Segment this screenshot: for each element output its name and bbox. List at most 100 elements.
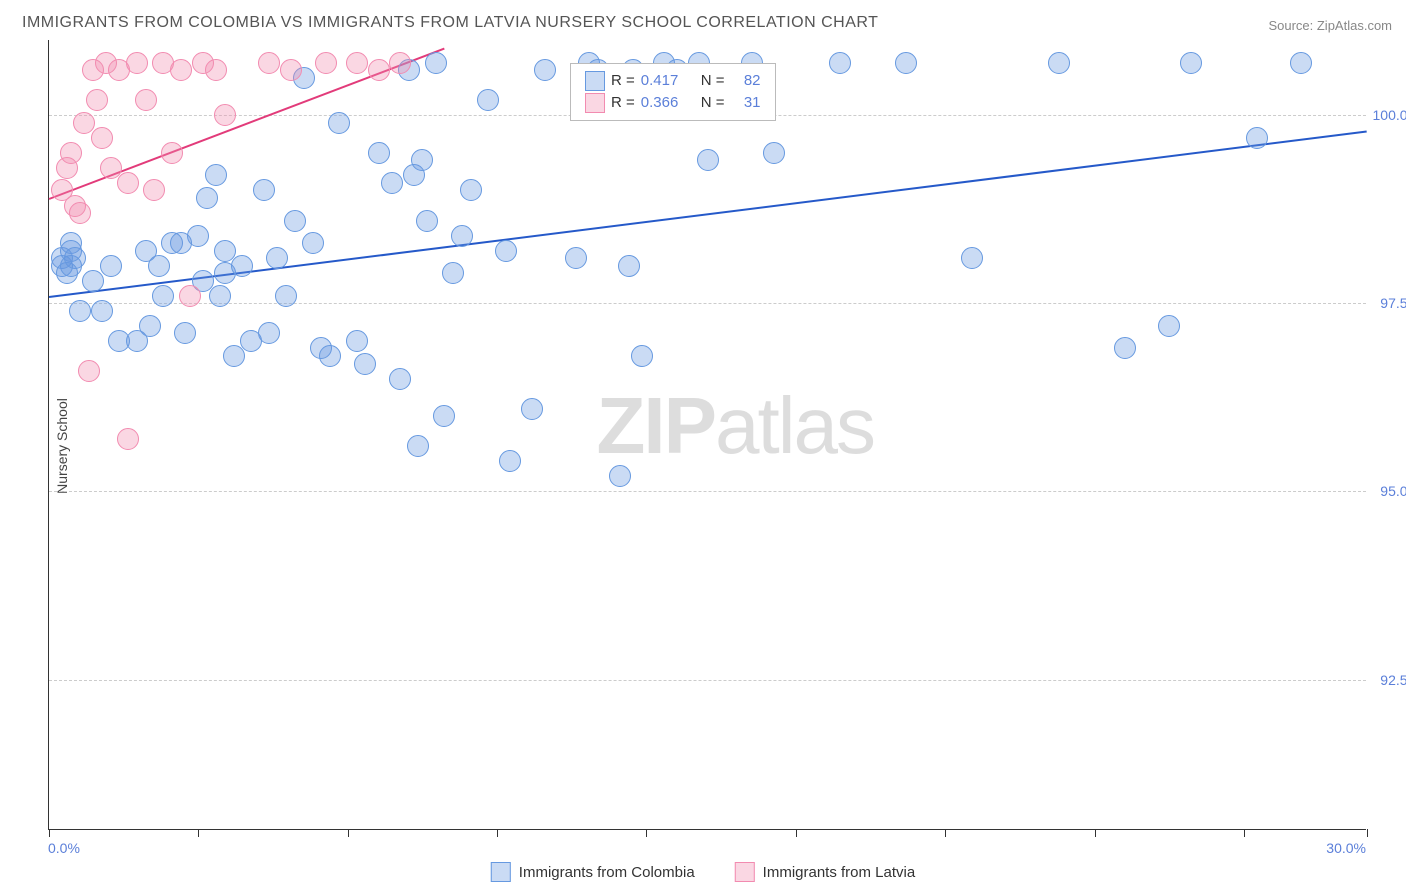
data-point — [961, 247, 983, 269]
data-point — [425, 52, 447, 74]
data-point — [618, 255, 640, 277]
data-point — [135, 89, 157, 111]
data-point — [495, 240, 517, 262]
data-point — [91, 127, 113, 149]
legend-swatch — [585, 71, 605, 91]
ytick-label: 92.5% — [1380, 672, 1406, 688]
legend-row: R = 0.417 N = 82 — [585, 70, 761, 92]
data-point — [82, 270, 104, 292]
data-point — [284, 210, 306, 232]
data-point — [275, 285, 297, 307]
data-point — [174, 322, 196, 344]
data-point — [139, 315, 161, 337]
xtick — [1095, 829, 1096, 837]
data-point — [126, 52, 148, 74]
data-point — [258, 322, 280, 344]
n-value: 82 — [731, 70, 761, 92]
data-point — [697, 149, 719, 171]
data-point — [170, 59, 192, 81]
data-point — [64, 247, 86, 269]
data-point — [1048, 52, 1070, 74]
data-point — [381, 172, 403, 194]
correlation-legend: R = 0.417 N = 82R = 0.366 N = 31 — [570, 63, 776, 121]
series-legend: Immigrants from Colombia Immigrants from … — [491, 862, 915, 882]
data-point — [521, 398, 543, 420]
data-point — [231, 255, 253, 277]
xtick — [646, 829, 647, 837]
data-point — [258, 52, 280, 74]
data-point — [346, 330, 368, 352]
data-point — [302, 232, 324, 254]
watermark-bold: ZIP — [597, 380, 715, 469]
data-point — [328, 112, 350, 134]
ytick-label: 100.0% — [1373, 107, 1406, 123]
data-point — [143, 179, 165, 201]
data-point — [117, 172, 139, 194]
data-point — [86, 89, 108, 111]
data-point — [280, 59, 302, 81]
data-point — [214, 104, 236, 126]
data-point — [829, 52, 851, 74]
data-point — [407, 435, 429, 457]
xtick — [49, 829, 50, 837]
r-value: 0.366 — [641, 92, 695, 114]
series-legend-item: Immigrants from Colombia — [491, 862, 695, 882]
data-point — [442, 262, 464, 284]
data-point — [368, 59, 390, 81]
data-point — [69, 300, 91, 322]
data-point — [609, 465, 631, 487]
data-point — [179, 285, 201, 307]
data-point — [205, 164, 227, 186]
data-point — [534, 59, 556, 81]
r-value: 0.417 — [641, 70, 695, 92]
data-point — [117, 428, 139, 450]
xtick — [796, 829, 797, 837]
data-point — [416, 210, 438, 232]
data-point — [161, 142, 183, 164]
legend-row: R =0.366N =31 — [585, 92, 761, 114]
gridline — [49, 491, 1366, 492]
xtick — [1367, 829, 1368, 837]
data-point — [69, 202, 91, 224]
data-point — [91, 300, 113, 322]
xtick-label: 30.0% — [1326, 840, 1366, 856]
data-point — [895, 52, 917, 74]
legend-swatch — [735, 862, 755, 882]
data-point — [451, 225, 473, 247]
data-point — [1114, 337, 1136, 359]
data-point — [253, 179, 275, 201]
data-point — [196, 187, 218, 209]
n-value: 31 — [731, 92, 761, 114]
ytick-label: 97.5% — [1380, 295, 1406, 311]
data-point — [354, 353, 376, 375]
legend-swatch — [585, 93, 605, 113]
data-point — [1246, 127, 1268, 149]
data-point — [100, 255, 122, 277]
data-point — [209, 285, 231, 307]
chart-title: IMMIGRANTS FROM COLOMBIA VS IMMIGRANTS F… — [22, 14, 878, 32]
r-label: R = — [611, 70, 635, 92]
r-label: R = — [611, 92, 635, 114]
xtick — [198, 829, 199, 837]
data-point — [1180, 52, 1202, 74]
data-point — [499, 450, 521, 472]
data-point — [205, 59, 227, 81]
data-point — [315, 52, 337, 74]
xtick — [945, 829, 946, 837]
data-point — [368, 142, 390, 164]
data-point — [1158, 315, 1180, 337]
data-point — [389, 52, 411, 74]
series-label: Immigrants from Colombia — [519, 864, 695, 881]
data-point — [187, 225, 209, 247]
ytick-label: 95.0% — [1380, 483, 1406, 499]
n-label: N = — [701, 70, 725, 92]
xtick — [348, 829, 349, 837]
data-point — [477, 89, 499, 111]
data-point — [78, 360, 100, 382]
xtick — [497, 829, 498, 837]
watermark: ZIPatlas — [597, 379, 874, 471]
legend-swatch — [491, 862, 511, 882]
data-point — [60, 142, 82, 164]
series-legend-item: Immigrants from Latvia — [735, 862, 916, 882]
data-point — [460, 179, 482, 201]
